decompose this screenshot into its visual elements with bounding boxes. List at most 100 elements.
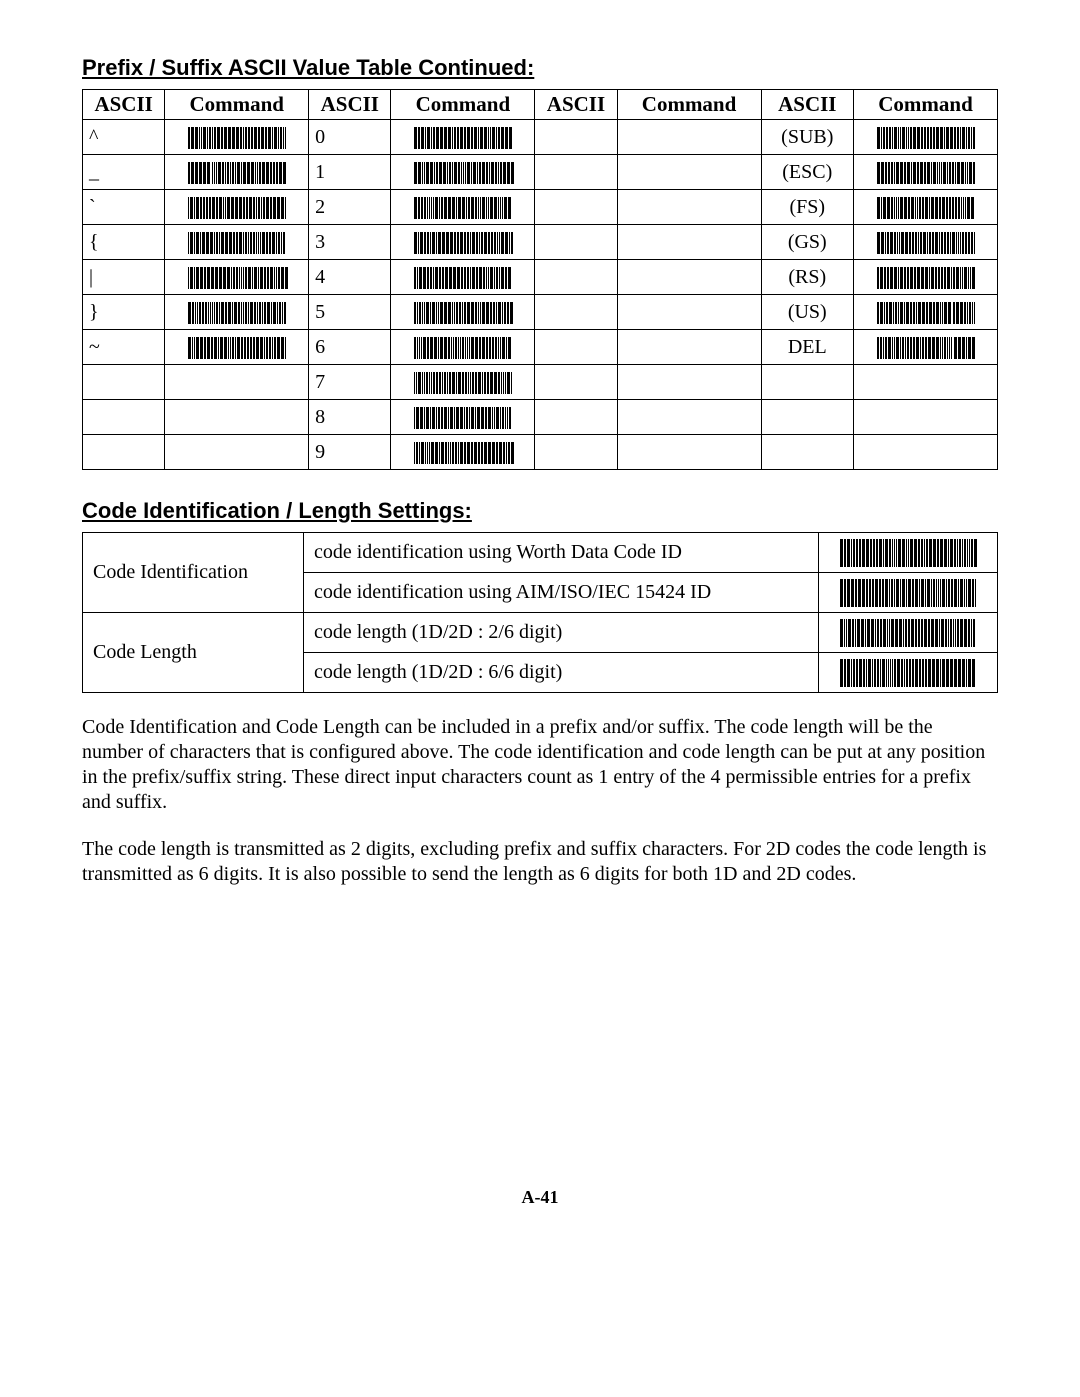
command-barcode-cell <box>854 225 998 260</box>
command-barcode-cell <box>165 190 309 225</box>
ascii-char-cell: (GS) <box>761 225 854 260</box>
table-row: } 5 (US) <box>83 295 998 330</box>
command-barcode-cell <box>165 225 309 260</box>
command-barcode-cell <box>391 225 535 260</box>
ascii-char-cell: (RS) <box>761 260 854 295</box>
table-header-cell: Command <box>391 90 535 120</box>
ascii-value-table: ASCIICommandASCIICommandASCIICommandASCI… <box>82 89 998 470</box>
command-barcode-cell <box>617 400 761 435</box>
command-barcode-cell <box>854 435 998 470</box>
barcode-cell <box>819 613 998 653</box>
ascii-char-cell: _ <box>83 155 165 190</box>
command-barcode-cell <box>391 400 535 435</box>
command-barcode-cell <box>617 190 761 225</box>
ascii-char-cell <box>761 400 854 435</box>
group-label-cell: Code Identification <box>83 533 304 613</box>
ascii-char-cell <box>761 365 854 400</box>
table-header-cell: Command <box>854 90 998 120</box>
command-barcode-cell <box>854 155 998 190</box>
heading-ascii-table: Prefix / Suffix ASCII Value Table Contin… <box>82 55 998 81</box>
command-barcode-cell <box>854 330 998 365</box>
command-barcode-cell <box>165 330 309 365</box>
paragraph-1: Code Identification and Code Length can … <box>82 715 998 815</box>
command-barcode-cell <box>165 120 309 155</box>
ascii-char-cell: ^ <box>83 120 165 155</box>
ascii-char-cell <box>535 190 617 225</box>
table-row: Code Lengthcode length (1D/2D : 2/6 digi… <box>83 613 998 653</box>
command-barcode-cell <box>391 330 535 365</box>
table-header-cell: Command <box>165 90 309 120</box>
command-barcode-cell <box>165 400 309 435</box>
table-row: 9 <box>83 435 998 470</box>
table-row: 7 <box>83 365 998 400</box>
command-barcode-cell <box>617 260 761 295</box>
table-row: `2(FS) <box>83 190 998 225</box>
description-cell: code length (1D/2D : 2/6 digit) <box>304 613 819 653</box>
ascii-char-cell: } <box>83 295 165 330</box>
description-cell: code length (1D/2D : 6/6 digit) <box>304 653 819 693</box>
ascii-char-cell: 9 <box>309 435 391 470</box>
command-barcode-cell <box>617 365 761 400</box>
ascii-char-cell: 6 <box>309 330 391 365</box>
command-barcode-cell <box>617 435 761 470</box>
command-barcode-cell <box>854 260 998 295</box>
ascii-char-cell <box>535 330 617 365</box>
ascii-char-cell <box>535 225 617 260</box>
table-header-cell: ASCII <box>83 90 165 120</box>
ascii-char-cell: { <box>83 225 165 260</box>
command-barcode-cell <box>165 260 309 295</box>
ascii-char-cell <box>535 120 617 155</box>
table-header-cell: ASCII <box>309 90 391 120</box>
ascii-char-cell <box>535 435 617 470</box>
command-barcode-cell <box>854 120 998 155</box>
description-cell: code identification using Worth Data Cod… <box>304 533 819 573</box>
table-row: ~6DEL <box>83 330 998 365</box>
group-label-cell: Code Length <box>83 613 304 693</box>
ascii-char-cell <box>83 400 165 435</box>
ascii-char-cell: 8 <box>309 400 391 435</box>
command-barcode-cell <box>617 330 761 365</box>
ascii-char-cell <box>83 365 165 400</box>
page-number: A-41 <box>82 1187 998 1208</box>
command-barcode-cell <box>165 295 309 330</box>
table-header-cell: ASCII <box>761 90 854 120</box>
command-barcode-cell <box>165 155 309 190</box>
table-row: _1(ESC) <box>83 155 998 190</box>
command-barcode-cell <box>854 400 998 435</box>
ascii-char-cell <box>83 435 165 470</box>
command-barcode-cell <box>391 260 535 295</box>
ascii-char-cell <box>535 295 617 330</box>
command-barcode-cell <box>391 155 535 190</box>
ascii-char-cell <box>761 435 854 470</box>
command-barcode-cell <box>391 365 535 400</box>
table-row: ^0(SUB) <box>83 120 998 155</box>
ascii-char-cell: 1 <box>309 155 391 190</box>
command-barcode-cell <box>165 435 309 470</box>
ascii-char-cell: 7 <box>309 365 391 400</box>
table-row: {3 (GS) <box>83 225 998 260</box>
ascii-char-cell: (US) <box>761 295 854 330</box>
ascii-char-cell: 3 <box>309 225 391 260</box>
ascii-char-cell: ~ <box>83 330 165 365</box>
table-row: |4(RS) <box>83 260 998 295</box>
command-barcode-cell <box>391 295 535 330</box>
code-id-table: Code Identificationcode identification u… <box>82 532 998 693</box>
page-container: Prefix / Suffix ASCII Value Table Contin… <box>0 0 1080 1238</box>
command-barcode-cell <box>854 295 998 330</box>
barcode-cell <box>819 533 998 573</box>
table-header-cell: Command <box>617 90 761 120</box>
ascii-char-cell <box>535 260 617 295</box>
command-barcode-cell <box>391 120 535 155</box>
command-barcode-cell <box>617 155 761 190</box>
ascii-char-cell: 4 <box>309 260 391 295</box>
command-barcode-cell <box>854 365 998 400</box>
command-barcode-cell <box>617 225 761 260</box>
description-cell: code identification using AIM/ISO/IEC 15… <box>304 573 819 613</box>
ascii-char-cell: (SUB) <box>761 120 854 155</box>
command-barcode-cell <box>617 295 761 330</box>
heading-code-id: Code Identification / Length Settings: <box>82 498 998 524</box>
ascii-char-cell <box>535 365 617 400</box>
command-barcode-cell <box>617 120 761 155</box>
ascii-char-cell: 5 <box>309 295 391 330</box>
barcode-cell <box>819 653 998 693</box>
